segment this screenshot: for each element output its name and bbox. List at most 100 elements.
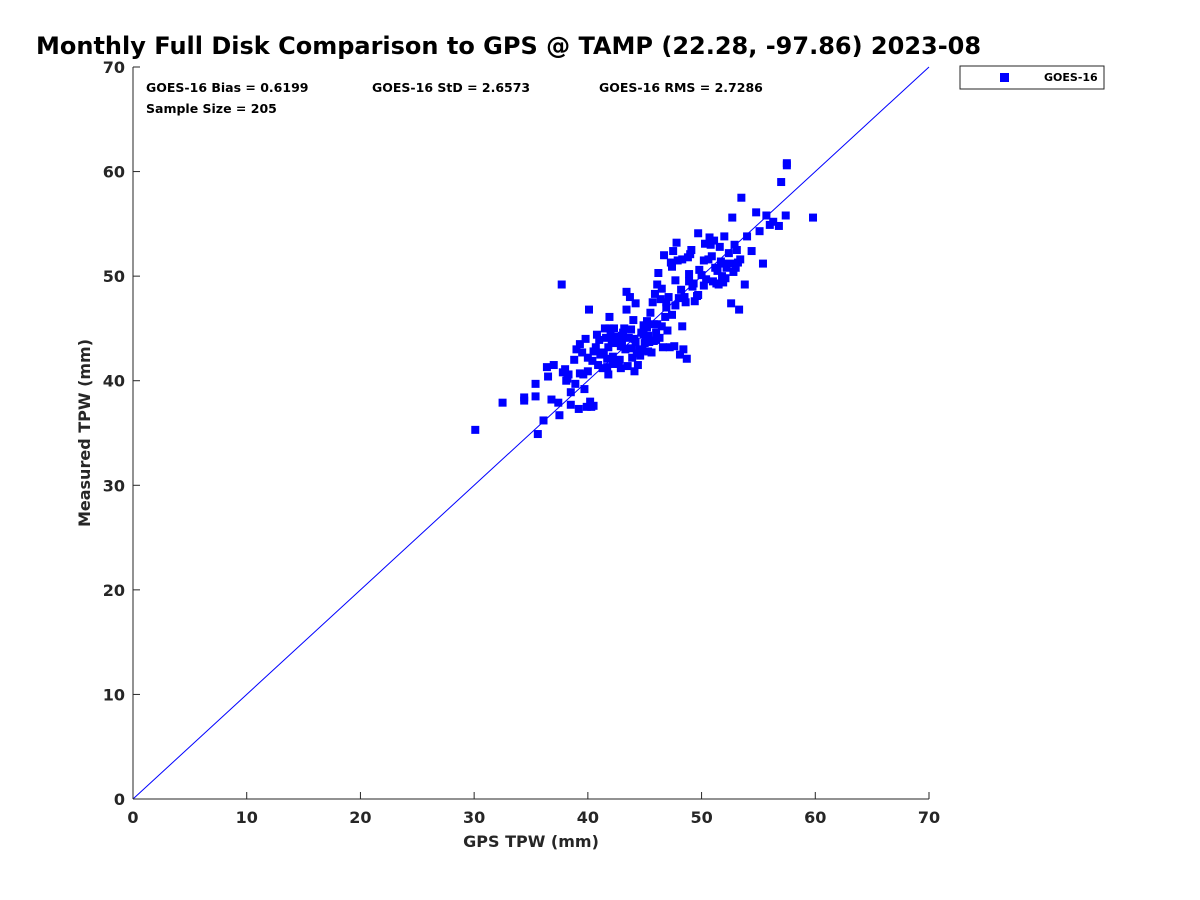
data-point	[713, 266, 722, 275]
data-point	[699, 281, 708, 290]
data-point	[732, 246, 741, 254]
data-point	[627, 325, 636, 334]
rms-stat: GOES-16 RMS = 2.7286	[599, 80, 763, 95]
data-point	[648, 298, 657, 307]
data-point	[781, 211, 790, 220]
data-point	[554, 398, 563, 407]
data-point	[605, 324, 614, 333]
data-point	[685, 270, 694, 279]
data-point	[639, 330, 648, 339]
x-tick-label: 20	[349, 808, 371, 827]
data-point	[710, 236, 719, 245]
x-tick-label: 70	[918, 808, 940, 827]
data-point	[575, 340, 584, 349]
data-point	[616, 364, 625, 373]
data-point	[695, 265, 704, 274]
data-point	[669, 247, 678, 256]
data-point	[677, 285, 686, 294]
data-point	[747, 247, 756, 256]
data-point	[697, 271, 706, 280]
data-point	[600, 324, 609, 333]
x-axis: 0 10 20 30 40 50 60 70	[127, 792, 940, 827]
data-point	[613, 338, 622, 347]
data-point	[782, 161, 791, 170]
data-point	[650, 289, 659, 298]
data-point	[531, 392, 540, 401]
data-point	[627, 344, 636, 353]
data-point	[586, 397, 595, 406]
data-point	[668, 262, 677, 271]
data-point	[657, 322, 666, 331]
data-point	[700, 239, 709, 248]
data-point	[630, 367, 639, 376]
data-point	[687, 246, 696, 254]
x-tick-label: 60	[804, 808, 826, 827]
data-point	[661, 312, 670, 321]
data-point	[630, 334, 639, 343]
data-point	[680, 293, 689, 302]
data-point	[566, 400, 575, 409]
data-point	[602, 333, 611, 342]
data-point	[678, 322, 687, 331]
data-point	[498, 398, 507, 407]
data-point	[597, 348, 606, 357]
data-points	[471, 159, 818, 439]
data-point	[682, 354, 691, 363]
data-point	[809, 213, 818, 222]
data-point	[580, 385, 589, 394]
legend-marker-icon	[1000, 73, 1009, 82]
data-point	[685, 277, 694, 286]
data-point	[520, 393, 529, 402]
data-point	[706, 240, 715, 249]
data-point	[662, 303, 671, 312]
data-point	[670, 342, 679, 351]
data-point	[663, 326, 672, 335]
data-point	[624, 333, 633, 342]
data-point	[718, 259, 727, 268]
data-point	[671, 301, 680, 310]
data-point	[777, 178, 786, 187]
data-point	[592, 330, 601, 339]
data-point	[583, 367, 592, 376]
data-point	[563, 374, 572, 383]
data-point	[608, 352, 617, 361]
data-point	[566, 388, 575, 397]
data-point	[720, 232, 729, 241]
data-point	[595, 335, 604, 344]
data-point	[604, 370, 613, 379]
data-point	[603, 363, 612, 372]
data-point	[656, 295, 665, 304]
data-point	[610, 324, 619, 333]
data-point	[762, 211, 771, 220]
data-point	[652, 328, 661, 337]
data-point	[638, 346, 647, 355]
data-point	[755, 227, 764, 236]
data-point	[594, 361, 603, 370]
data-point	[735, 305, 744, 314]
data-point	[737, 193, 746, 202]
data-point	[721, 274, 730, 283]
data-point	[633, 361, 642, 370]
data-point	[689, 279, 698, 288]
data-point	[694, 229, 703, 238]
data-point	[652, 335, 661, 344]
data-point	[598, 364, 607, 373]
x-axis-label: GPS TPW (mm)	[463, 832, 599, 851]
data-point	[623, 362, 632, 371]
data-point	[629, 316, 638, 325]
bias-stat: GOES-16 Bias = 0.6199	[146, 80, 308, 95]
data-point	[539, 416, 548, 425]
data-point	[731, 263, 740, 272]
data-point	[730, 240, 739, 249]
y-tick-label: 60	[103, 163, 125, 182]
data-point	[591, 343, 600, 352]
data-point	[557, 280, 566, 289]
data-point	[614, 359, 623, 368]
y-tick-label: 50	[103, 267, 125, 286]
data-point	[726, 259, 734, 268]
y-tick-label: 20	[103, 581, 125, 600]
data-point	[702, 275, 711, 284]
data-point	[471, 425, 480, 434]
data-point	[740, 280, 749, 289]
